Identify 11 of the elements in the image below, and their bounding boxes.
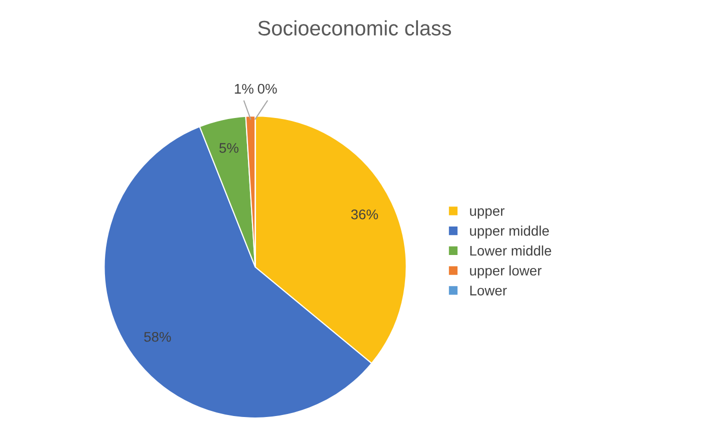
data-label: 58% [144,332,171,342]
text: 0% [258,84,277,94]
legend-label: upper lower [470,265,542,278]
legend-label: upper [470,208,504,219]
data-label: 5% [219,143,238,153]
legend-label: Lower middle [470,245,552,256]
data-label: 36% [351,209,378,220]
legend-label: Lower [470,286,507,296]
legend-label: upper middle [470,226,549,239]
chart-title: Socioeconomic class [258,20,452,36]
data-label: 1% [234,84,254,94]
